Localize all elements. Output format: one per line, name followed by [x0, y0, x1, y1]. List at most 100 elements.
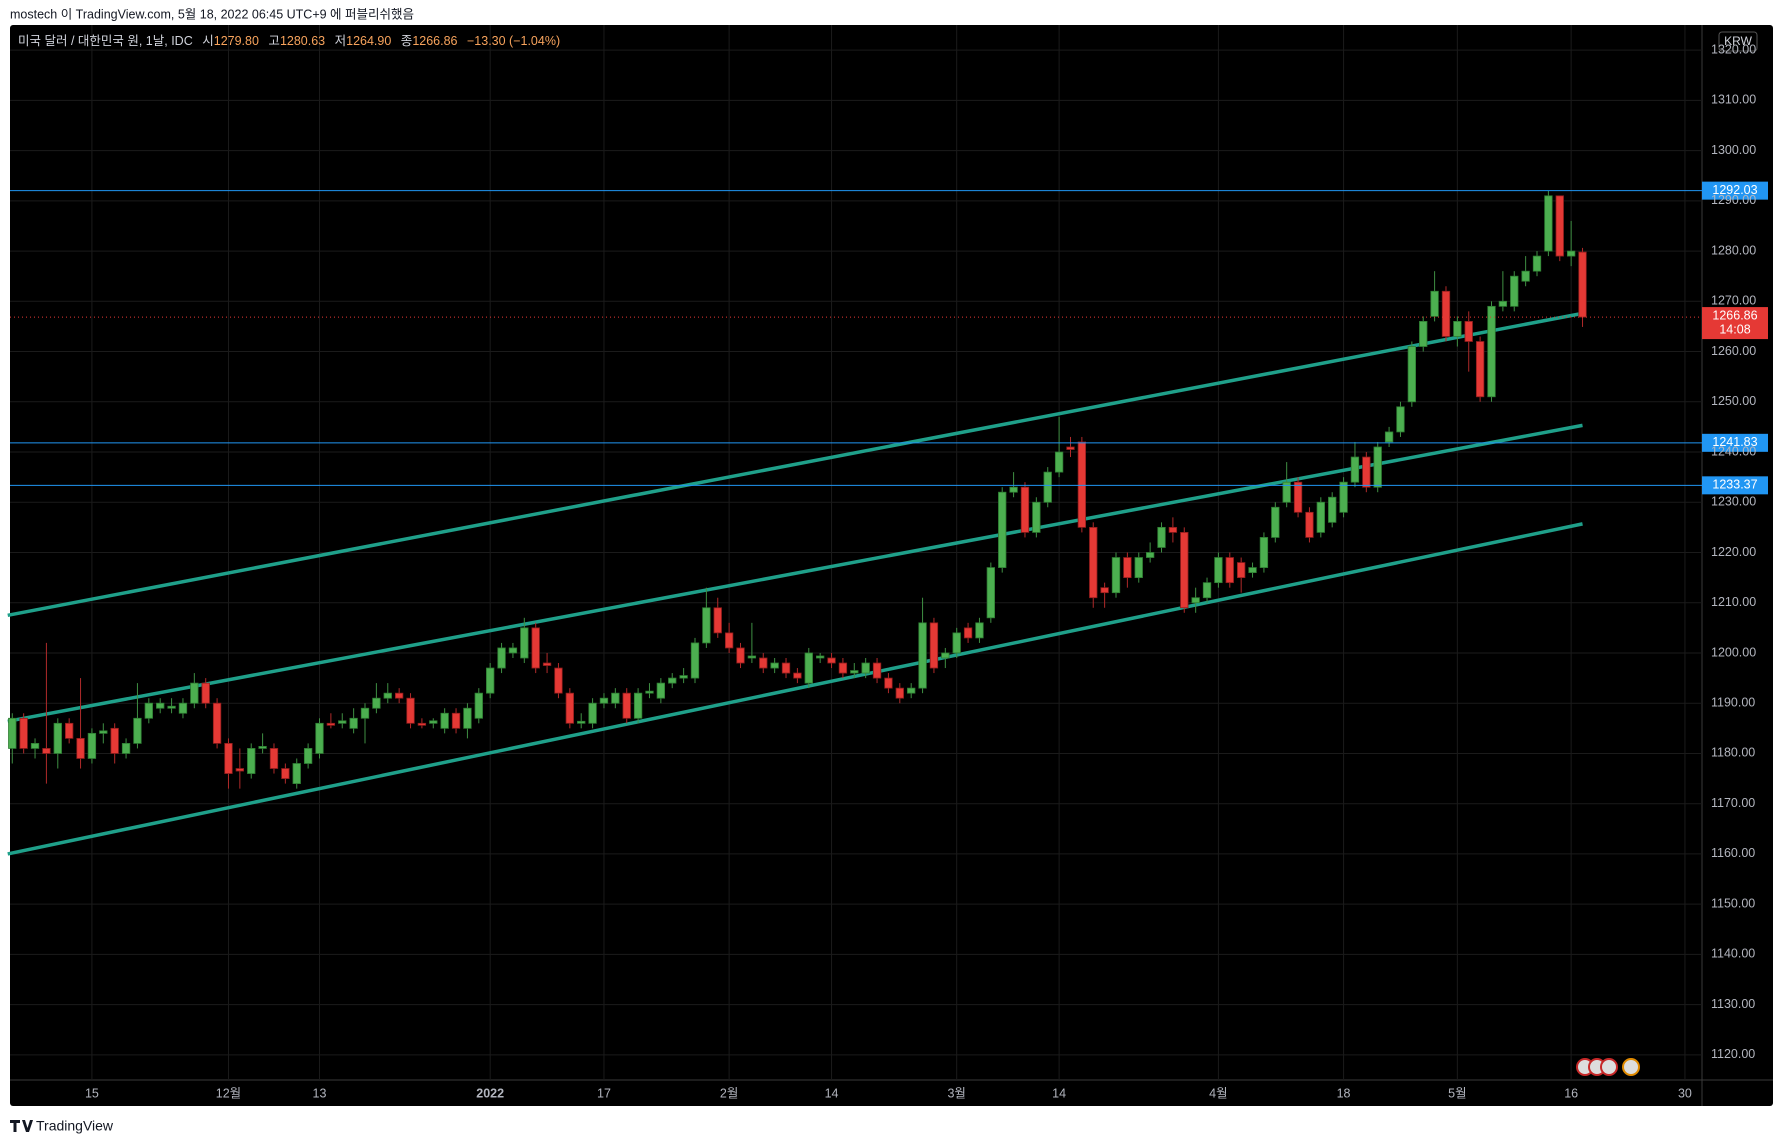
- candle-body: [235, 768, 245, 772]
- x-tick-label: 14: [1052, 1086, 1066, 1100]
- candle-body: [292, 763, 301, 784]
- candle-body: [1191, 597, 1200, 604]
- candle-body: [1214, 557, 1223, 584]
- candle-body: [1293, 481, 1303, 513]
- symbol: 미국 달러 / 대한민국 원, 1날, IDC: [18, 34, 193, 48]
- candle-body: [565, 692, 574, 724]
- x-tick-label: 12월: [216, 1086, 241, 1100]
- candle-body: [167, 705, 176, 709]
- y-tick-label: 1280.00: [1711, 243, 1756, 257]
- x-tick-label: 14: [825, 1086, 839, 1100]
- candle-body: [1032, 501, 1041, 533]
- candle-body: [372, 697, 381, 709]
- candle-body: [1009, 486, 1018, 493]
- candle-body: [724, 632, 734, 649]
- candle-body: [326, 722, 336, 726]
- candle-body: [8, 717, 17, 749]
- candle-body: [1510, 275, 1519, 307]
- candle-body: [554, 667, 563, 694]
- candle-body: [918, 622, 927, 689]
- candle-body: [156, 702, 165, 709]
- candle-body: [1248, 567, 1257, 573]
- high-value: 1280.63: [280, 34, 325, 48]
- price-label: 1292.03: [1712, 183, 1757, 197]
- y-tick-label: 1160.00: [1711, 846, 1755, 860]
- candle-body: [1043, 471, 1052, 503]
- candle-body: [486, 667, 495, 694]
- price-label-box: [1702, 181, 1768, 200]
- candle-body: [1419, 321, 1428, 347]
- candle-body: [986, 567, 995, 619]
- y-tick-label: 1230.00: [1711, 495, 1756, 509]
- candle-body: [110, 727, 119, 754]
- trend-line: [7, 522, 1583, 856]
- candle-body: [747, 655, 757, 659]
- candle-body: [224, 743, 233, 774]
- candle-body: [884, 677, 893, 689]
- y-tick-label: 1300.00: [1711, 143, 1756, 157]
- flag-icon[interactable]: [1622, 1058, 1640, 1076]
- trend-line: [7, 423, 1583, 724]
- y-tick-label: 1170.00: [1711, 796, 1755, 810]
- candle-body: [941, 652, 950, 659]
- candle-body: [1054, 451, 1064, 473]
- currency-box[interactable]: [1718, 31, 1758, 52]
- publish-header: mostech 이 TradingView.com, 5월 18, 2022 0…: [10, 6, 414, 21]
- candle-body: [907, 687, 916, 694]
- candle-body: [65, 722, 74, 739]
- x-tick-label: 13: [313, 1086, 327, 1100]
- y-tick-label: 1200.00: [1711, 645, 1756, 659]
- candle-body: [759, 657, 768, 669]
- y-tick-label: 1290.00: [1711, 193, 1756, 207]
- candle-body: [1111, 557, 1121, 594]
- candle-body: [702, 607, 711, 644]
- change: −13.30 (−1.04%): [467, 34, 560, 48]
- candle-body: [577, 720, 586, 724]
- candle-body: [622, 692, 631, 719]
- candle-body: [952, 632, 961, 654]
- flag-icon[interactable]: [1600, 1058, 1618, 1076]
- candle-body: [1180, 532, 1189, 609]
- y-tick-label: 1150.00: [1711, 896, 1755, 910]
- candle-body: [1373, 446, 1382, 488]
- candle-body: [963, 627, 973, 639]
- price-label-box: [1702, 476, 1768, 495]
- candle-body: [1578, 251, 1587, 318]
- candle-body: [872, 662, 882, 679]
- candle-body: [1339, 481, 1348, 513]
- candle-body: [1259, 537, 1269, 568]
- y-tick-label: 1130.00: [1711, 997, 1755, 1011]
- candle-body: [349, 717, 358, 729]
- candle-body: [531, 627, 540, 669]
- candle-body: [816, 655, 825, 659]
- candle-body: [394, 692, 404, 699]
- x-tick-label: 30: [1678, 1086, 1692, 1100]
- candle-body: [1396, 406, 1405, 433]
- candle-body: [599, 697, 609, 704]
- countdown-label: 14:08: [1719, 322, 1750, 336]
- candle-body: [1521, 270, 1530, 282]
- y-tick-label: 1220.00: [1711, 545, 1756, 559]
- candle-body: [804, 652, 813, 684]
- candle-body: [178, 702, 188, 714]
- candle-body: [668, 677, 677, 684]
- candle-body: [690, 642, 700, 679]
- x-tick-label: 5월: [1448, 1086, 1466, 1100]
- candle-body: [656, 682, 666, 699]
- candle-body: [53, 722, 62, 754]
- tv-logo: [10, 1120, 33, 1132]
- candle-body: [850, 670, 859, 674]
- candle-body: [429, 720, 438, 724]
- low-value: 1264.90: [346, 34, 391, 48]
- y-tick-label: 1210.00: [1711, 595, 1756, 609]
- currency[interactable]: KRW: [1724, 34, 1752, 48]
- candle-body: [713, 607, 722, 634]
- candle-body: [30, 743, 40, 749]
- candle-body: [212, 702, 222, 744]
- candle-body: [360, 707, 370, 719]
- candle-body: [1362, 456, 1371, 488]
- candle-body: [497, 647, 506, 669]
- candle-body: [440, 712, 449, 729]
- candle-body: [1168, 526, 1178, 533]
